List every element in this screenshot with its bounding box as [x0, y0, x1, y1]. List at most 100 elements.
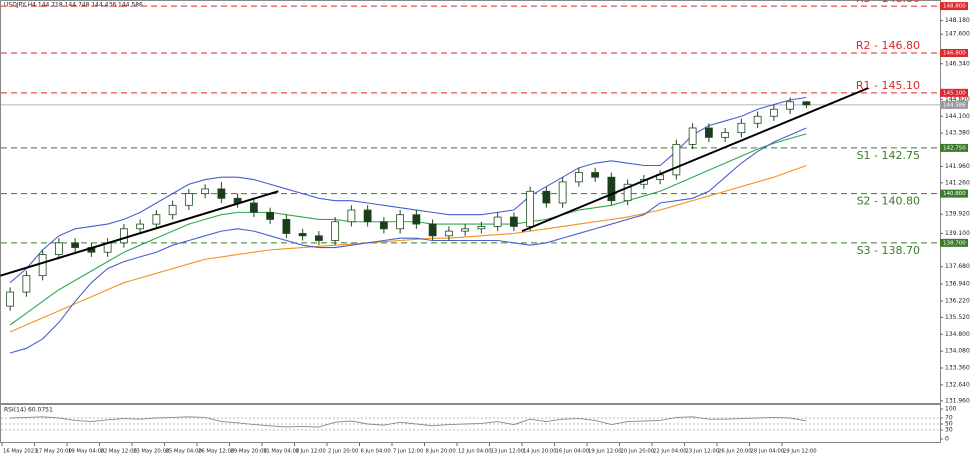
candle-body — [509, 216, 518, 227]
y-tick-label: 134.080 — [945, 348, 970, 355]
indicator-line — [9, 164, 807, 333]
candle-body — [71, 242, 80, 248]
x-tick-label: 28 Jun 04:00 — [751, 449, 785, 455]
y-tick-label: 148.180 — [945, 17, 970, 24]
x-tick-label: 29 Jun 12:00 — [783, 449, 817, 455]
y-tick-label: 144.820 — [945, 96, 970, 103]
candle-body — [347, 209, 356, 223]
y-tick-label: 137.680 — [945, 263, 970, 270]
current-price-label: 144.586 — [943, 102, 966, 108]
candle-body — [526, 190, 535, 227]
x-tick-label: 14 Jun 20:00 — [523, 449, 557, 455]
rsi-tick-label: 50 — [945, 421, 953, 428]
x-tick-label: 17 May 20:00 — [36, 449, 73, 455]
candle-body — [591, 172, 600, 178]
y-tick-label: 136.940 — [945, 281, 970, 288]
x-tick-label: 22 Jun 04:00 — [653, 449, 687, 455]
candle-body — [282, 219, 291, 234]
candle-body — [314, 235, 323, 241]
x-tick-label: 23 Jun 12:00 — [686, 449, 720, 455]
y-tick-label: 132.640 — [945, 381, 970, 388]
y-tick-label: 131.960 — [945, 397, 970, 404]
candle-body — [249, 202, 258, 213]
x-tick-label: 7 Jun 12:00 — [393, 449, 424, 455]
level-price-label: 142.750 — [943, 145, 966, 151]
y-tick-label: 139.100 — [945, 230, 970, 237]
candle-body — [769, 108, 778, 117]
level-label: S1 - 142.75 — [857, 149, 920, 162]
x-tick-label: 26 May 12:00 — [198, 449, 235, 455]
level-price-box — [940, 48, 968, 57]
level-price-label: 146.800 — [943, 50, 966, 56]
x-tick-label: 6 Jun 04:00 — [361, 449, 392, 455]
candle-body — [688, 127, 697, 145]
candle-body — [542, 190, 551, 204]
level-price-label: 148.800 — [943, 4, 966, 10]
candle-body — [201, 188, 210, 195]
indicator-line — [9, 133, 807, 326]
candle-body — [623, 183, 632, 202]
candle-body — [331, 221, 340, 241]
y-tick-label: 134.800 — [945, 331, 970, 338]
candle-body — [672, 143, 681, 176]
x-tick-label: 2 Jun 20:00 — [328, 449, 359, 455]
rsi-line — [10, 416, 807, 428]
y-tick-label: 135.520 — [945, 314, 970, 321]
level-label: R2 - 146.80 — [856, 39, 920, 52]
y-tick-label: 133.360 — [945, 365, 970, 372]
current-price-box — [940, 100, 968, 109]
x-tick-label: 16 Jun 04:00 — [556, 449, 590, 455]
x-tick-label: 12 Jun 04:00 — [458, 449, 492, 455]
trend-line — [0, 190, 279, 277]
candle-body — [461, 228, 470, 232]
rsi-title: RSI(14) 60.0751 — [4, 407, 53, 414]
candle-body — [753, 115, 762, 124]
candle-body — [721, 132, 730, 138]
candle-body — [152, 214, 161, 225]
candle-body — [54, 242, 63, 255]
x-tick-label: 26 Jun 20:00 — [718, 449, 752, 455]
candle-body — [396, 214, 405, 230]
x-tick-label: 16 May 2023 — [3, 449, 38, 455]
candle-body — [6, 291, 15, 307]
candle-body — [477, 226, 486, 230]
candle-body — [266, 211, 275, 220]
level-price-box — [940, 2, 968, 11]
rsi-tick-label: 0 — [945, 436, 949, 443]
x-tick-label: 23 May 20:00 — [133, 449, 170, 455]
candle-body — [574, 172, 583, 183]
x-tick-label: 1 Jun 12:00 — [296, 449, 327, 455]
level-label: R3 - 148.80 — [856, 0, 920, 5]
level-label: R1 - 145.10 — [856, 79, 920, 92]
price-pane — [0, 0, 941, 404]
candle-body — [184, 193, 193, 206]
level-price-box — [940, 238, 968, 247]
candle-body — [119, 228, 128, 244]
candle-body — [607, 176, 616, 202]
level-label: S3 - 138.70 — [857, 244, 920, 257]
level-label: S2 - 140.80 — [857, 195, 920, 208]
y-tick-label: 141.260 — [945, 179, 970, 186]
level-price-box — [940, 88, 968, 97]
candle-body — [22, 275, 31, 293]
candle-body — [786, 101, 795, 110]
level-price-label: 145.100 — [943, 90, 966, 96]
y-tick-label: 147.600 — [945, 31, 970, 38]
candle-body — [704, 127, 713, 138]
x-tick-label: 8 Jun 20:00 — [426, 449, 457, 455]
x-tick-label: 22 May 12:00 — [101, 449, 138, 455]
rsi-tick-label: 100 — [945, 406, 957, 413]
x-tick-label: 20 Jun 20:00 — [621, 449, 655, 455]
x-tick-label: 31 May 04:00 — [263, 449, 300, 455]
candle-body — [38, 254, 47, 277]
candle-body — [737, 122, 746, 134]
candle-body — [363, 209, 372, 223]
x-tick-label: 19 May 04:00 — [68, 449, 105, 455]
candle-body — [379, 221, 388, 230]
candle-body — [217, 188, 226, 199]
y-tick-label: 141.960 — [945, 163, 970, 170]
candle-body — [412, 214, 421, 225]
trend-line — [521, 87, 869, 233]
level-price-label: 138.700 — [943, 240, 966, 246]
